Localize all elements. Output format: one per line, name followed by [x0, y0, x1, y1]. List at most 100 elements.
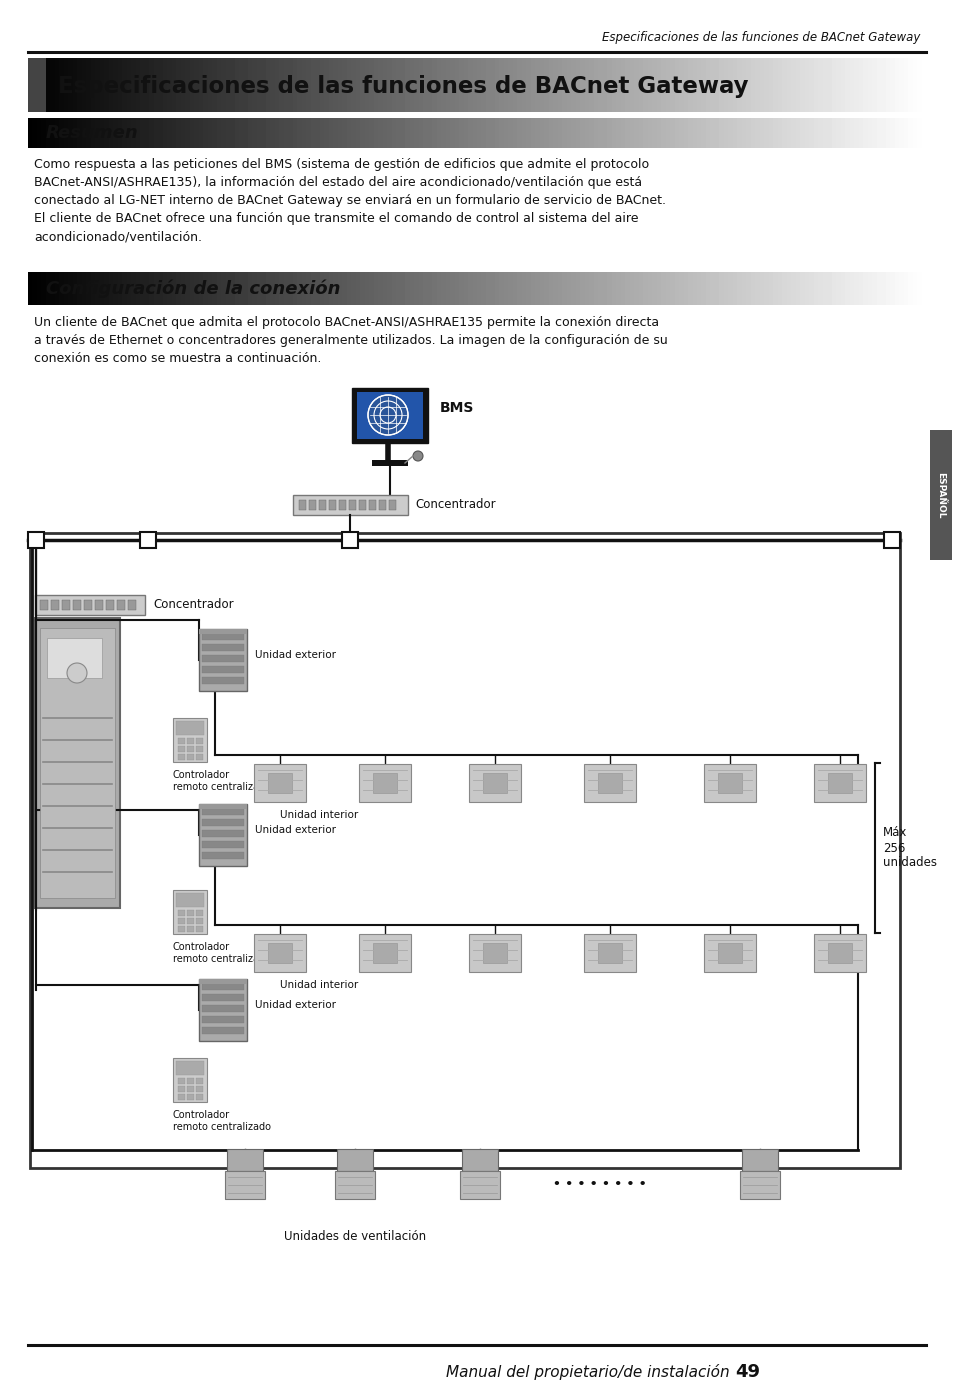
Bar: [293, 496, 408, 515]
Bar: [35, 595, 145, 615]
Circle shape: [67, 664, 87, 683]
Text: • • • • • • • •: • • • • • • • •: [553, 1179, 646, 1191]
Bar: [187, 1078, 193, 1084]
Bar: [187, 755, 193, 760]
Bar: [202, 841, 244, 848]
Bar: [358, 764, 411, 802]
Bar: [73, 601, 81, 610]
Bar: [128, 601, 136, 610]
Bar: [202, 1016, 244, 1023]
Bar: [175, 721, 204, 735]
Bar: [349, 500, 355, 510]
Bar: [172, 890, 207, 934]
Text: Unidad interior: Unidad interior: [280, 811, 358, 820]
Text: Máx
256
unidades: Máx 256 unidades: [882, 826, 936, 869]
Bar: [598, 773, 621, 792]
Text: Configuración de la conexión: Configuración de la conexión: [46, 280, 340, 298]
Bar: [175, 1061, 204, 1075]
Bar: [187, 918, 193, 924]
Bar: [187, 910, 193, 916]
Bar: [336, 1149, 373, 1170]
Bar: [827, 773, 851, 792]
Text: Especificaciones de las funciones de BACnet Gateway: Especificaciones de las funciones de BAC…: [601, 31, 919, 45]
Bar: [358, 934, 411, 972]
Text: Concentrador: Concentrador: [415, 498, 496, 511]
Bar: [469, 764, 520, 802]
Bar: [369, 500, 375, 510]
Text: Unidades de ventilación: Unidades de ventilación: [284, 1231, 426, 1243]
Bar: [199, 804, 247, 867]
Bar: [28, 57, 46, 112]
Text: 49: 49: [734, 1364, 760, 1380]
Bar: [309, 500, 315, 510]
Bar: [175, 893, 204, 907]
Text: Unidad exterior: Unidad exterior: [254, 825, 335, 834]
Bar: [178, 1086, 185, 1092]
Bar: [329, 500, 335, 510]
Bar: [51, 601, 59, 610]
Bar: [178, 1078, 185, 1084]
Bar: [461, 1149, 497, 1170]
Bar: [202, 644, 244, 651]
Bar: [199, 979, 247, 984]
Text: Unidad exterior: Unidad exterior: [254, 650, 335, 659]
Bar: [482, 944, 506, 963]
Bar: [253, 934, 306, 972]
Bar: [117, 601, 125, 610]
Bar: [140, 532, 156, 547]
Bar: [813, 764, 865, 802]
Bar: [598, 944, 621, 963]
Bar: [202, 983, 244, 990]
Bar: [178, 746, 185, 752]
Bar: [813, 934, 865, 972]
Bar: [459, 1170, 499, 1198]
Text: Como respuesta a las peticiones del BMS (sistema de gestión de edificios que adm: Como respuesta a las peticiones del BMS …: [34, 158, 665, 244]
Bar: [202, 666, 244, 673]
Text: Resumen: Resumen: [46, 125, 138, 141]
Bar: [373, 773, 396, 792]
Bar: [178, 910, 185, 916]
Bar: [178, 738, 185, 743]
Bar: [195, 925, 203, 932]
Bar: [373, 944, 396, 963]
Bar: [338, 500, 346, 510]
Bar: [227, 1149, 263, 1170]
Bar: [202, 1005, 244, 1012]
Circle shape: [413, 451, 422, 461]
Bar: [178, 918, 185, 924]
Bar: [335, 1170, 375, 1198]
Text: Un cliente de BACnet que admita el protocolo BACnet-ANSI/ASHRAE135 permite la co: Un cliente de BACnet que admita el proto…: [34, 316, 667, 365]
Bar: [352, 388, 428, 442]
Bar: [298, 500, 306, 510]
Text: Controlador
remoto centralizado: Controlador remoto centralizado: [172, 1110, 271, 1131]
Bar: [195, 746, 203, 752]
Bar: [718, 944, 741, 963]
Bar: [95, 601, 103, 610]
Bar: [199, 629, 247, 692]
Bar: [718, 773, 741, 792]
Bar: [195, 755, 203, 760]
Bar: [202, 830, 244, 837]
Bar: [172, 1058, 207, 1102]
Bar: [47, 638, 102, 678]
Bar: [187, 746, 193, 752]
Bar: [318, 500, 326, 510]
Bar: [195, 1086, 203, 1092]
Bar: [40, 629, 115, 897]
Bar: [358, 500, 366, 510]
Bar: [356, 392, 422, 440]
Bar: [195, 1078, 203, 1084]
Bar: [172, 718, 207, 762]
Bar: [827, 944, 851, 963]
Bar: [195, 738, 203, 743]
Text: ESPAÑOL: ESPAÑOL: [936, 472, 944, 518]
Bar: [84, 601, 91, 610]
Bar: [482, 773, 506, 792]
Bar: [199, 979, 247, 1042]
Bar: [202, 655, 244, 662]
Text: Controlador
remoto centralizado: Controlador remoto centralizado: [172, 770, 271, 791]
Text: Manual del propietario/de instalación: Manual del propietario/de instalación: [446, 1364, 729, 1380]
Bar: [62, 601, 70, 610]
Bar: [40, 601, 48, 610]
Bar: [202, 678, 244, 685]
